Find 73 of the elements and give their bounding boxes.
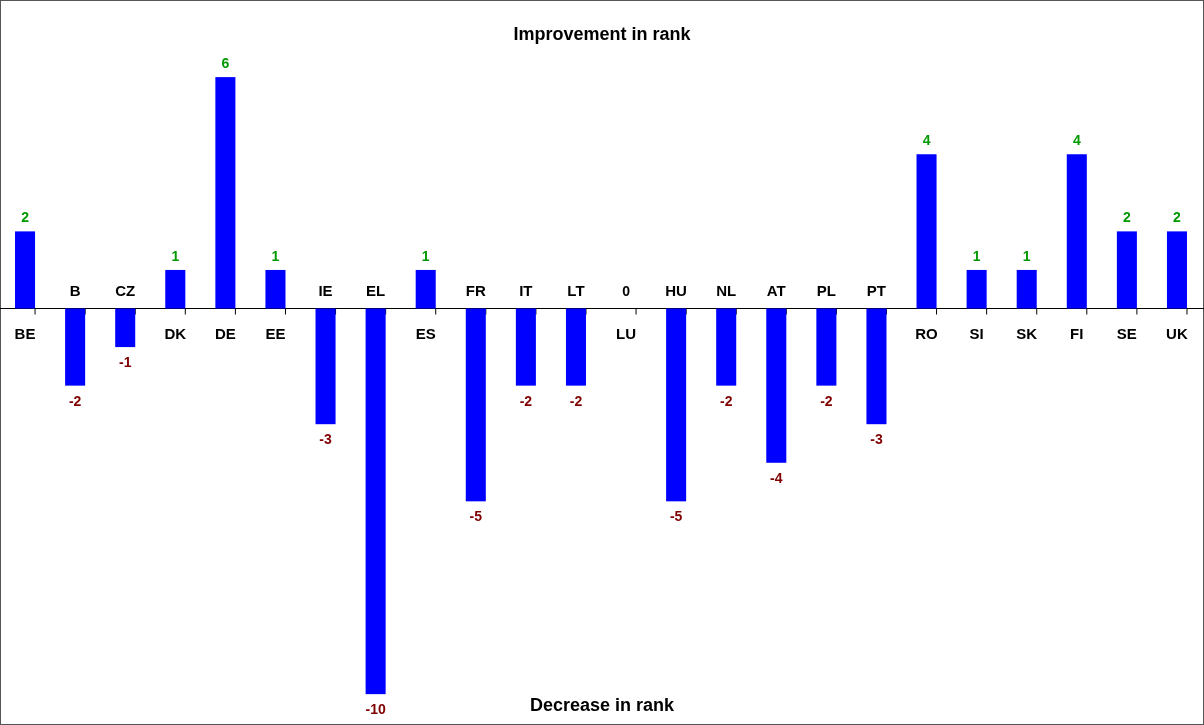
x-tick-label: SK — [1016, 324, 1038, 342]
annotation: Decrease in rank — [529, 695, 676, 715]
bar — [1116, 231, 1137, 309]
x-tick-label: ES — [415, 324, 436, 342]
data-label: -5 — [669, 508, 683, 525]
bar — [115, 308, 136, 348]
x-tick-label: FI — [1070, 324, 1084, 342]
data-label: 2 — [1173, 209, 1182, 226]
data-label: -2 — [68, 392, 82, 409]
x-tick-label: LT — [567, 281, 585, 299]
x-tick-label: CZ — [115, 281, 136, 299]
x-tick-label: AT — [766, 281, 786, 299]
data-label: 2 — [1122, 209, 1131, 226]
data-label: 2 — [21, 209, 30, 226]
x-tick-label: EL — [366, 281, 386, 299]
data-label: -3 — [870, 431, 883, 448]
x-tick-label: SE — [1116, 324, 1137, 342]
x-tick-label: RO — [915, 324, 939, 342]
bar — [165, 269, 186, 309]
bar — [716, 308, 737, 386]
bar — [265, 269, 286, 309]
data-label: -2 — [569, 392, 583, 409]
bar — [565, 308, 586, 386]
x-tick-label: DK — [164, 324, 187, 342]
data-label: 1 — [1022, 247, 1031, 264]
bar — [1016, 269, 1037, 309]
x-tick-label: B — [69, 281, 81, 299]
x-tick-label: IE — [318, 281, 333, 299]
annotation: Improvement in rank — [513, 24, 692, 44]
data-label: 0 — [622, 282, 631, 299]
bar — [966, 269, 987, 309]
x-tick-label: PL — [816, 281, 836, 299]
x-tick-label: FR — [465, 281, 486, 299]
bar — [415, 269, 436, 309]
bar — [515, 308, 536, 386]
bar — [15, 231, 36, 309]
data-label: 1 — [171, 247, 180, 264]
bar — [666, 308, 687, 502]
bar — [1066, 154, 1087, 309]
x-tick-label: BE — [14, 324, 36, 342]
data-label: -1 — [118, 354, 132, 371]
data-label: -3 — [319, 431, 332, 448]
bar — [215, 77, 236, 309]
bar — [365, 308, 386, 695]
x-tick-label: SI — [969, 324, 984, 342]
data-label: -5 — [469, 508, 483, 525]
bar — [315, 308, 336, 425]
data-label: -4 — [770, 469, 783, 486]
data-label: 4 — [922, 132, 931, 149]
bar — [1166, 231, 1187, 309]
bar — [916, 154, 937, 309]
x-tick-label: LU — [616, 324, 637, 342]
x-tick-label: UK — [1166, 324, 1188, 342]
x-tick-label: NL — [716, 281, 737, 299]
x-tick-label: HU — [665, 281, 687, 299]
x-tick-label: IT — [519, 281, 533, 299]
data-label: 1 — [972, 247, 981, 264]
data-label: 1 — [271, 247, 280, 264]
bar — [65, 308, 86, 386]
data-label: 1 — [421, 247, 430, 264]
data-label: 4 — [1072, 132, 1081, 149]
x-tick-label: DE — [214, 324, 236, 342]
data-label: -2 — [519, 392, 533, 409]
data-label: -10 — [365, 701, 386, 718]
bar — [866, 308, 887, 425]
bar — [816, 308, 837, 386]
bar — [465, 308, 486, 502]
x-tick-label: EE — [265, 324, 286, 342]
x-tick-label: PT — [866, 281, 887, 299]
data-label: -2 — [820, 392, 833, 409]
bar — [766, 308, 787, 463]
data-label: -2 — [719, 392, 733, 409]
data-label: 6 — [221, 55, 230, 72]
